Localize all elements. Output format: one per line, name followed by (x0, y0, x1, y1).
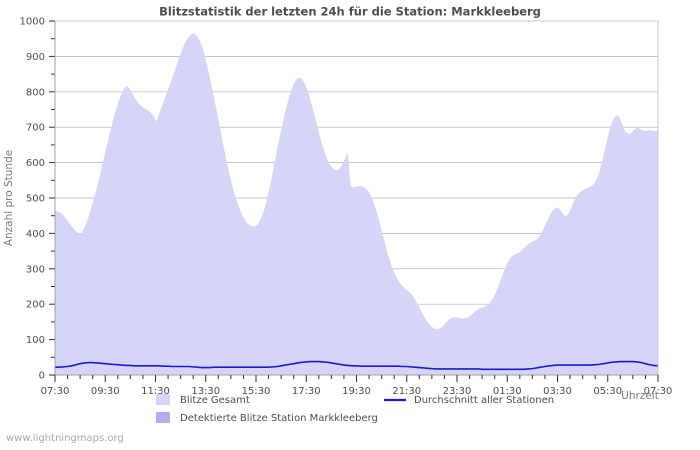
x-tick-label: 23:30 (443, 386, 472, 397)
legend-label-station: Detektierte Blitze Station Markkleeberg (180, 413, 378, 424)
x-tick-label: 21:30 (392, 386, 421, 397)
y-tick-label: 700 (26, 123, 45, 134)
x-tick-label: 03:30 (543, 386, 572, 397)
y-axis-tick-labels: 0 100 200 300 400 500 600 700 800 900 1000 (20, 17, 45, 382)
legend-label-blitze-gesamt: Blitze Gesamt (180, 395, 250, 406)
y-tick-label: 1000 (20, 17, 45, 28)
series-area-blitze-gesamt (55, 33, 658, 375)
x-tick-label: 15:30 (242, 386, 271, 397)
x-tick-label: 19:30 (342, 386, 371, 397)
x-tick-label: 07:30 (41, 386, 70, 397)
x-tick-label: 17:30 (292, 386, 321, 397)
x-axis-label: Uhrzeit (621, 390, 659, 402)
page-title: Blitzstatistik der letzten 24h für die S… (159, 5, 541, 19)
series-line-durchschnitt (55, 360, 659, 371)
legend: Blitze Gesamt Durchschnitt aller Station… (156, 394, 554, 424)
y-axis-label: Anzahl pro Stunde (3, 150, 15, 246)
x-tick-label: 09:30 (91, 386, 120, 397)
legend-swatch-station (156, 412, 170, 423)
x-axis-tick-labels: 07:30 09:30 11:30 13:30 15:30 17:30 19:30 21:30… (41, 386, 673, 397)
y-tick-label: 300 (26, 264, 45, 275)
y-tick-label: 200 (26, 300, 45, 311)
y-tick-label: 400 (26, 229, 45, 240)
y-tick-label: 500 (26, 194, 45, 205)
legend-swatch-blitze-gesamt (156, 394, 170, 405)
x-tick-label: 11:30 (141, 386, 170, 397)
y-tick-label: 100 (26, 335, 45, 346)
x-tick-label: 13:30 (191, 386, 220, 397)
y-tick-label: 800 (26, 87, 45, 98)
footer-attribution: www.lightningmaps.org (6, 433, 124, 444)
plot-area (55, 33, 659, 375)
y-tick-label: 0 (39, 371, 45, 382)
x-tick-label: 07:30 (644, 386, 673, 397)
legend-label-durchschnitt: Durchschnitt aller Stationen (414, 395, 554, 406)
y-tick-label: 900 (26, 52, 45, 63)
y-axis-ticks (49, 20, 55, 376)
x-tick-label: 01:30 (493, 386, 522, 397)
x-axis-ticks (54, 375, 659, 382)
x-tick-label: 05:30 (593, 386, 622, 397)
y-tick-label: 600 (26, 158, 45, 169)
